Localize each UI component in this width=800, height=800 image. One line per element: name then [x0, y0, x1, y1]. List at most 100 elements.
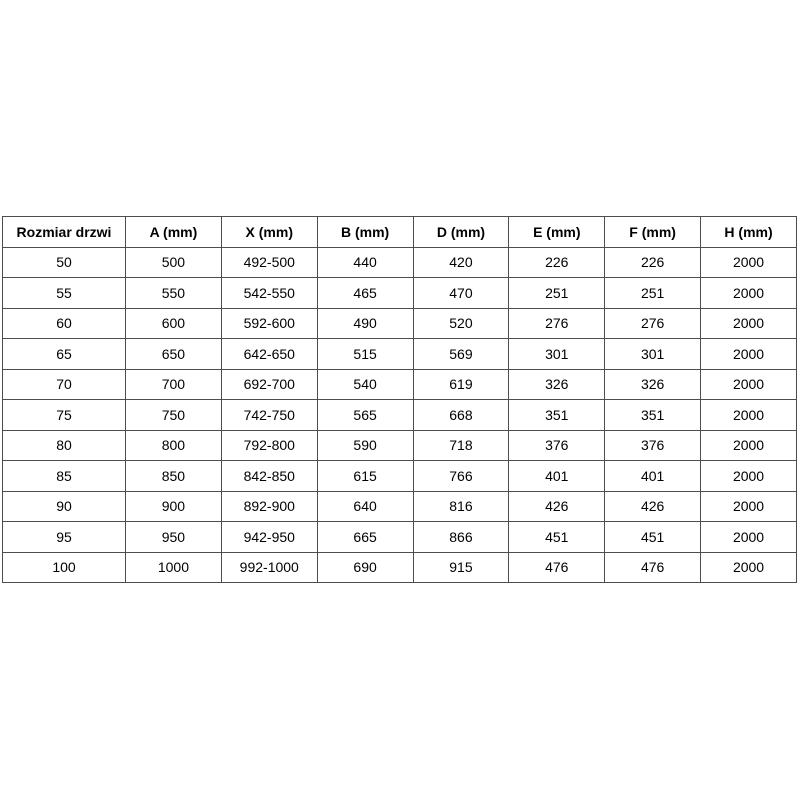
table-cell: 2000 — [700, 521, 797, 553]
table-cell: 718 — [412, 429, 510, 461]
table-cell: 942-950 — [220, 521, 318, 553]
table-cell: 470 — [412, 277, 510, 309]
table-row: 95 950 942-950 665 866 451 451 2000 — [2, 521, 797, 553]
table-cell: 226 — [508, 246, 606, 278]
table-cell: 451 — [604, 521, 702, 553]
table-cell: 465 — [316, 277, 414, 309]
table-cell: 692-700 — [220, 368, 318, 400]
table-cell: 401 — [604, 460, 702, 492]
table-header-cell: D (mm) — [412, 216, 510, 248]
table-cell: 95 — [2, 521, 126, 553]
table-cell: 992-1000 — [220, 551, 318, 583]
table-cell: 50 — [2, 246, 126, 278]
table-header-cell: F (mm) — [604, 216, 702, 248]
table-cell: 476 — [508, 551, 606, 583]
table-cell: 440 — [316, 246, 414, 278]
table-cell: 376 — [508, 429, 606, 461]
table-row: 75 750 742-750 565 668 351 351 2000 — [2, 399, 797, 431]
table-cell: 226 — [604, 246, 702, 278]
table-cell: 55 — [2, 277, 126, 309]
table-cell: 515 — [316, 338, 414, 370]
table-cell: 2000 — [700, 551, 797, 583]
table-cell: 65 — [2, 338, 126, 370]
table-cell: 750 — [125, 399, 222, 431]
table-cell: 550 — [125, 277, 222, 309]
door-sizes-table: Rozmiar drzwi A (mm) X (mm) B (mm) D (mm) E (… — [2, 216, 797, 583]
table-row: 60 600 592-600 490 520 276 276 2000 — [2, 307, 797, 339]
table-cell: 401 — [508, 460, 606, 492]
table-cell: 590 — [316, 429, 414, 461]
table-cell: 476 — [604, 551, 702, 583]
table-cell: 301 — [508, 338, 606, 370]
table-row: 70 700 692-700 540 619 326 326 2000 — [2, 368, 797, 400]
table-row: 50 500 492-500 440 420 226 226 2000 — [2, 246, 797, 278]
table-cell: 376 — [604, 429, 702, 461]
table-cell: 2000 — [700, 460, 797, 492]
table-cell: 915 — [412, 551, 510, 583]
table-cell: 451 — [508, 521, 606, 553]
table-row: 85 850 842-850 615 766 401 401 2000 — [2, 460, 797, 492]
table-header-cell: B (mm) — [316, 216, 414, 248]
table-cell: 276 — [604, 307, 702, 339]
table-cell: 90 — [2, 490, 126, 522]
table-cell: 85 — [2, 460, 126, 492]
table-row: 100 1000 992-1000 690 915 476 476 2000 — [2, 551, 797, 583]
table-cell: 60 — [2, 307, 126, 339]
table-cell: 490 — [316, 307, 414, 339]
table-cell: 592-600 — [220, 307, 318, 339]
table-cell: 276 — [508, 307, 606, 339]
table-cell: 2000 — [700, 277, 797, 309]
table-cell: 542-550 — [220, 277, 318, 309]
table-cell: 668 — [412, 399, 510, 431]
table-cell: 70 — [2, 368, 126, 400]
table-cell: 2000 — [700, 307, 797, 339]
table-cell: 251 — [604, 277, 702, 309]
table-cell: 850 — [125, 460, 222, 492]
table-cell: 800 — [125, 429, 222, 461]
table-cell: 950 — [125, 521, 222, 553]
table-cell: 600 — [125, 307, 222, 339]
table-header-cell: A (mm) — [125, 216, 222, 248]
table-cell: 900 — [125, 490, 222, 522]
table-cell: 2000 — [700, 368, 797, 400]
table-cell: 650 — [125, 338, 222, 370]
table-cell: 792-800 — [220, 429, 318, 461]
table-cell: 420 — [412, 246, 510, 278]
table-row: 90 900 892-900 640 816 426 426 2000 — [2, 490, 797, 522]
table-cell: 866 — [412, 521, 510, 553]
table-cell: 742-750 — [220, 399, 318, 431]
table-row: 80 800 792-800 590 718 376 376 2000 — [2, 429, 797, 461]
table-cell: 615 — [316, 460, 414, 492]
table-cell: 100 — [2, 551, 126, 583]
table-cell: 816 — [412, 490, 510, 522]
table-cell: 351 — [508, 399, 606, 431]
table-cell: 2000 — [700, 246, 797, 278]
table-cell: 492-500 — [220, 246, 318, 278]
table-header: Rozmiar drzwi A (mm) X (mm) B (mm) D (mm) E (… — [2, 216, 797, 248]
table-cell: 619 — [412, 368, 510, 400]
table-cell: 665 — [316, 521, 414, 553]
table-header-cell: E (mm) — [508, 216, 606, 248]
table-cell: 640 — [316, 490, 414, 522]
table-cell: 426 — [508, 490, 606, 522]
table-cell: 569 — [412, 338, 510, 370]
table-cell: 301 — [604, 338, 702, 370]
table-cell: 700 — [125, 368, 222, 400]
table-cell: 642-650 — [220, 338, 318, 370]
table-header-cell: X (mm) — [220, 216, 318, 248]
table-cell: 426 — [604, 490, 702, 522]
table-cell: 540 — [316, 368, 414, 400]
table-cell: 75 — [2, 399, 126, 431]
table-cell: 2000 — [700, 429, 797, 461]
table-cell: 326 — [508, 368, 606, 400]
table-cell: 326 — [604, 368, 702, 400]
table-row: 65 650 642-650 515 569 301 301 2000 — [2, 338, 797, 370]
table-header-cell: H (mm) — [700, 216, 797, 248]
table-cell: 766 — [412, 460, 510, 492]
table-cell: 690 — [316, 551, 414, 583]
table-cell: 1000 — [125, 551, 222, 583]
table-header-row: Rozmiar drzwi A (mm) X (mm) B (mm) D (mm) E (… — [2, 216, 797, 248]
table-cell: 500 — [125, 246, 222, 278]
table-header-cell: Rozmiar drzwi — [2, 216, 126, 248]
